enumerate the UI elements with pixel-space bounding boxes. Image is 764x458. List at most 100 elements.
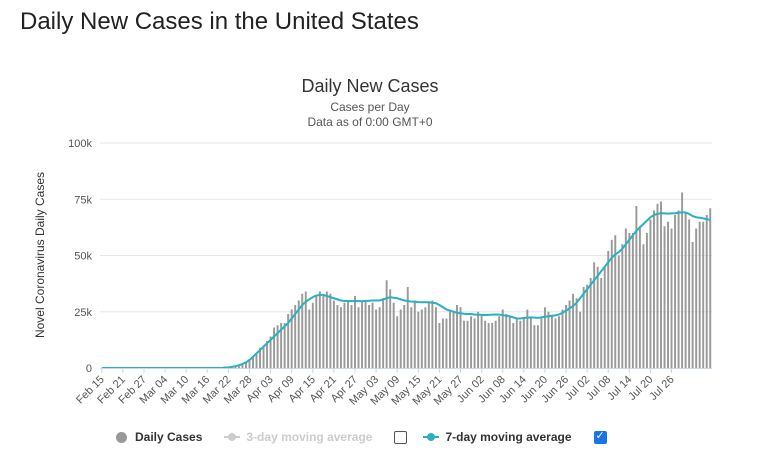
bar — [709, 208, 712, 368]
bar — [329, 293, 332, 368]
bar — [498, 316, 501, 368]
bar — [649, 219, 652, 368]
bar — [385, 280, 388, 368]
bar — [624, 228, 627, 368]
bar — [565, 305, 567, 368]
bar — [695, 228, 698, 368]
bar — [269, 336, 272, 368]
y-tick-label: 0 — [86, 363, 92, 375]
bar — [434, 307, 437, 368]
bar — [431, 300, 434, 368]
bar — [635, 206, 638, 368]
bar — [491, 323, 494, 368]
bar — [540, 318, 543, 368]
bar — [266, 341, 269, 368]
bar — [318, 291, 321, 368]
bar — [519, 320, 522, 368]
bar — [347, 300, 349, 368]
legend-3-day-label: 3-day moving average — [246, 430, 373, 444]
bar — [473, 318, 476, 368]
bar — [276, 325, 279, 368]
y-tick-label: 75k — [74, 194, 92, 206]
bar — [638, 226, 641, 368]
bar — [410, 307, 413, 368]
bar — [413, 300, 416, 368]
bar — [304, 291, 307, 368]
bar — [586, 284, 589, 368]
bar — [614, 235, 617, 368]
legend-daily-cases[interactable]: Daily Cases — [116, 430, 202, 444]
bar — [308, 309, 311, 368]
bar — [315, 296, 318, 368]
bar — [670, 228, 673, 368]
bar — [501, 309, 504, 368]
bar — [589, 278, 592, 368]
bar — [480, 314, 483, 368]
daily-cases-bars — [223, 192, 712, 369]
bar — [382, 298, 385, 368]
bar — [529, 318, 532, 368]
bar — [463, 320, 465, 368]
bar — [406, 287, 409, 368]
bar — [322, 296, 325, 368]
bar — [449, 311, 451, 368]
bar — [554, 318, 557, 368]
bar — [698, 221, 701, 368]
y-tick-label: 25k — [74, 307, 92, 319]
bar — [674, 215, 677, 368]
bar — [396, 316, 399, 368]
legend-7-day-average[interactable]: 7-day moving average — [423, 430, 572, 444]
3-day-line-marker-icon — [224, 433, 241, 441]
bar — [336, 305, 339, 368]
bar — [568, 300, 571, 368]
bar — [332, 300, 335, 368]
chart-subtitle: Cases per Day — [330, 100, 409, 114]
bar — [343, 302, 346, 368]
bar — [283, 323, 286, 368]
chart-subtitle-date: Data as of 0:00 GMT+0 — [307, 115, 432, 129]
bar — [361, 300, 363, 368]
y-axis-label: Novel Coronavirus Daily Cases — [33, 172, 47, 338]
bar — [364, 300, 367, 368]
bar — [392, 302, 395, 368]
bar — [368, 305, 371, 368]
grid-lines — [100, 142, 712, 313]
bar — [572, 293, 575, 368]
bar — [294, 305, 297, 368]
7-day-average-checkbox[interactable] — [593, 429, 607, 444]
legend-3-day-average[interactable]: 3-day moving average — [224, 430, 372, 444]
bar — [582, 287, 585, 368]
bar — [354, 296, 356, 368]
bar — [508, 316, 511, 368]
bar — [427, 302, 430, 368]
legend-daily-cases-label: Daily Cases — [135, 430, 203, 444]
bar — [631, 233, 634, 368]
bar — [533, 325, 536, 368]
bar — [653, 210, 655, 368]
bar — [459, 307, 462, 368]
bar — [466, 320, 469, 368]
bar — [505, 314, 508, 368]
bar — [512, 323, 515, 368]
bar — [234, 366, 237, 369]
bar — [420, 309, 423, 368]
bar — [297, 300, 300, 368]
x-tick-label: Jul 26 — [647, 374, 676, 403]
3-day-average-checkbox[interactable] — [394, 430, 408, 444]
bar — [688, 219, 691, 368]
bar — [456, 305, 458, 368]
bar — [438, 323, 441, 368]
bar — [575, 298, 578, 368]
bar — [470, 316, 473, 368]
bar — [477, 311, 480, 368]
7-day-line-marker-icon — [423, 433, 440, 441]
bar — [681, 192, 684, 368]
bar — [280, 323, 283, 368]
bar — [593, 262, 596, 368]
bar — [526, 309, 529, 368]
page-title: Daily New Cases in the United States — [20, 8, 419, 35]
bar — [287, 314, 290, 368]
bar — [702, 221, 705, 368]
